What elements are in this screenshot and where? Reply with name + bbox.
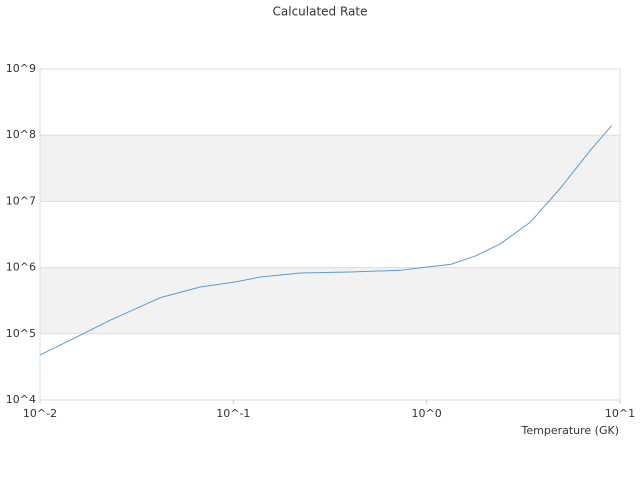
y-tick-label: 10^8 — [6, 128, 36, 141]
y-tick-label: 10^6 — [6, 261, 36, 274]
y-tick-label: 10^5 — [6, 327, 36, 340]
plot-frame — [39, 68, 621, 401]
x-tick-label: 10^0 — [412, 407, 442, 420]
y-tick-label: 10^9 — [6, 62, 36, 75]
y-tick-label: 10^4 — [6, 393, 36, 406]
grid-band — [40, 267, 620, 334]
grid-band — [40, 135, 620, 202]
x-tick-label: 10^1 — [605, 407, 635, 420]
data-line — [39, 125, 613, 356]
y-tick-label: 10^7 — [6, 194, 36, 207]
x-tick-label: 10^-2 — [23, 407, 57, 420]
x-axis-label: Temperature (GK) — [521, 424, 620, 437]
chart-title: Calculated Rate — [273, 5, 368, 19]
x-tick-label: 10^-1 — [216, 407, 250, 420]
